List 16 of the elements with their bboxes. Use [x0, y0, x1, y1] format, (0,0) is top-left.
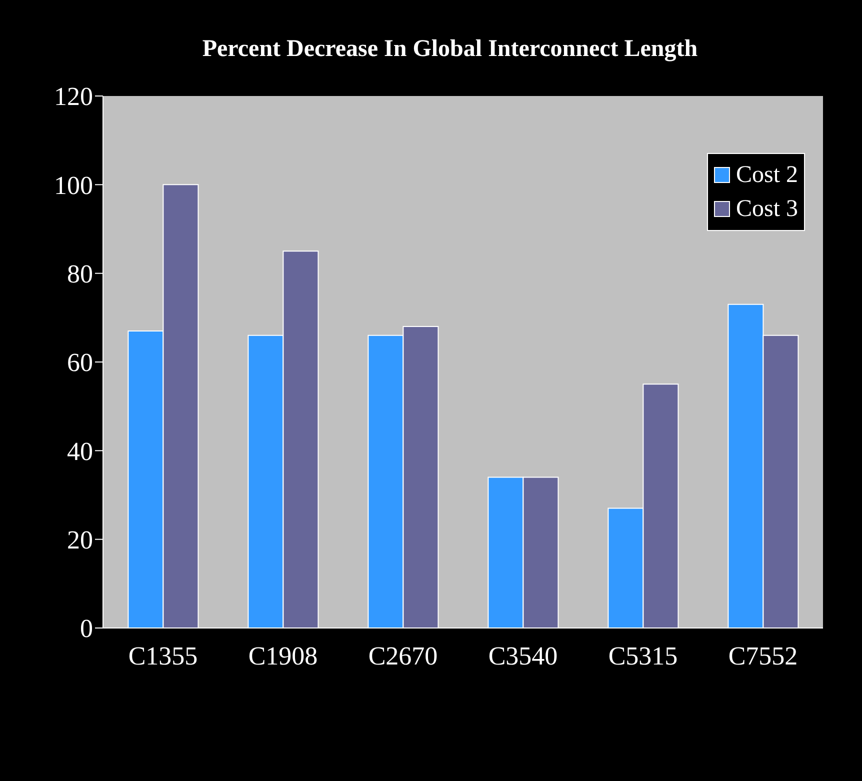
y-tick-label: 80	[67, 260, 93, 289]
y-tick-label: 20	[67, 526, 93, 555]
y-tick-label: 40	[67, 436, 93, 466]
x-tick-label: C7552	[728, 641, 798, 670]
y-tick-label: 60	[67, 348, 93, 378]
y-tick-label: 100	[54, 170, 93, 200]
y-tick-label: 120	[54, 82, 93, 112]
legend-label: Cost 3	[734, 195, 798, 224]
chart-title: Percent Decrease In Global Interconnect Length	[201, 36, 699, 63]
x-tick-label: C2670	[368, 641, 438, 670]
x-tick-label: C1908	[248, 641, 318, 670]
x-tick-label: C3540	[488, 641, 558, 670]
x-tick-label: C1355	[128, 641, 198, 670]
x-tick-label: C5315	[608, 641, 678, 670]
y-tick-label: 0	[80, 614, 93, 644]
legend-label: Cost 2	[734, 161, 798, 190]
